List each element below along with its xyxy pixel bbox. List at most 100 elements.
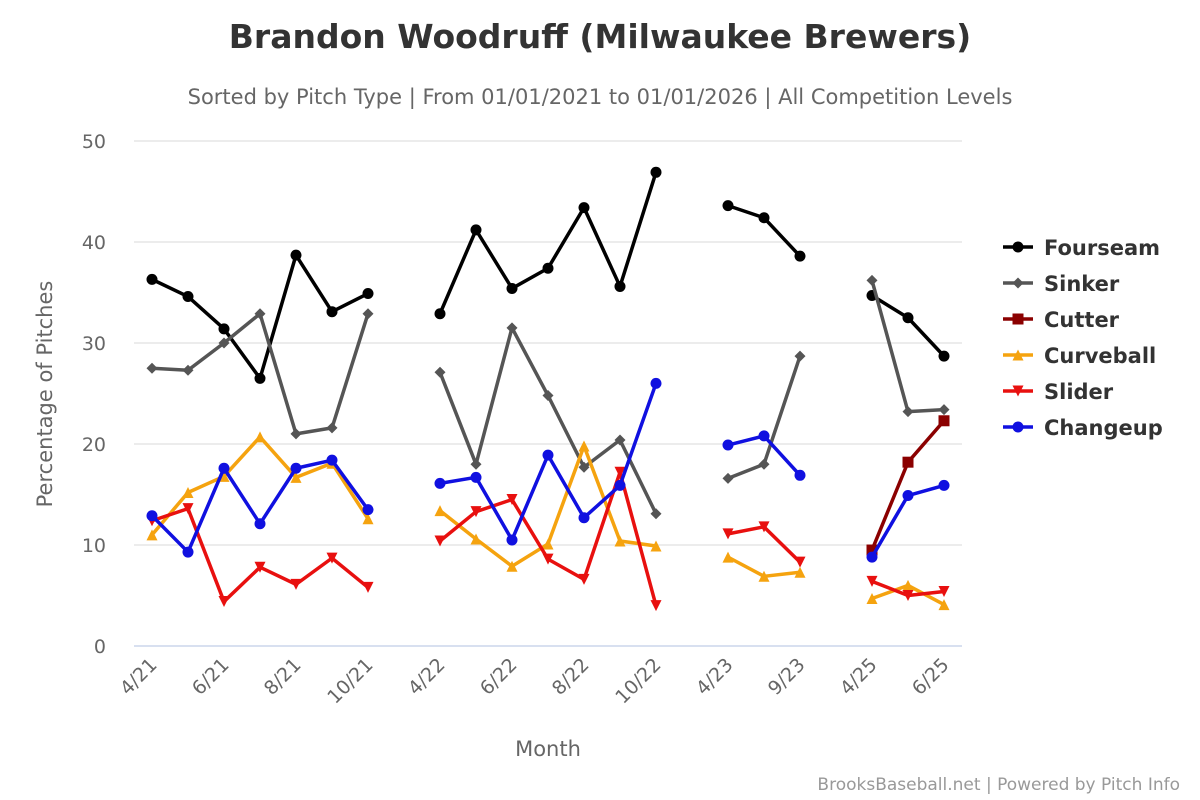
changeup-point (758, 430, 770, 442)
sinker-point (218, 337, 230, 349)
series-fourseam (146, 166, 950, 384)
legend-label: Fourseam (1044, 236, 1160, 260)
legend-marker (1012, 277, 1024, 289)
slider-point (758, 521, 770, 533)
sinker-point (542, 390, 554, 402)
legend-label: Cutter (1044, 308, 1120, 332)
legend-label: Changeup (1044, 416, 1163, 440)
fourseam-point (938, 350, 950, 362)
sinker-point (326, 422, 338, 434)
changeup-point (506, 534, 518, 546)
legend-marker (1012, 241, 1024, 253)
fourseam-point (578, 202, 590, 214)
sinker-point (146, 362, 158, 374)
y-tick-label: 40 (82, 232, 106, 254)
slider-point (542, 553, 554, 565)
curveball-point (902, 579, 914, 591)
curveball-point (254, 431, 266, 443)
cutter-line (870, 419, 946, 551)
fourseam-point (290, 249, 302, 261)
changeup-point (146, 510, 158, 522)
x-tick-label: 8/22 (548, 654, 594, 700)
curveball-point (506, 560, 518, 572)
curveball-point (866, 593, 878, 605)
changeup-point (794, 469, 806, 481)
y-tick-label: 30 (82, 333, 106, 355)
fourseam-point (902, 312, 914, 324)
legend-item-curveball[interactable]: Curveball (1003, 344, 1156, 368)
legend-label: Slider (1044, 380, 1114, 404)
sinker-point (722, 472, 734, 484)
changeup-point (434, 477, 446, 489)
slider-point (182, 503, 194, 515)
curveball-point (578, 440, 590, 452)
series-sinker (146, 274, 950, 520)
changeup-point (578, 512, 590, 524)
sinker-point (758, 458, 770, 470)
x-tick-label: 4/25 (836, 654, 882, 700)
x-tick-label: 8/21 (260, 654, 306, 700)
curveball-point (614, 535, 626, 547)
fourseam-point (254, 372, 266, 384)
legend-marker (1012, 313, 1024, 325)
x-axis-label: Month (515, 737, 581, 761)
curveball-point (362, 513, 374, 525)
legend-marker (1012, 421, 1024, 433)
legend-item-cutter[interactable]: Cutter (1003, 308, 1120, 332)
x-tick-label: 10/21 (323, 654, 377, 708)
changeup-point (722, 439, 734, 451)
legend-item-sinker[interactable]: Sinker (1003, 272, 1120, 296)
x-tick-label: 9/23 (764, 654, 810, 700)
x-tick-label: 4/21 (116, 654, 162, 700)
fourseam-point (218, 323, 230, 335)
x-tick-label: 6/22 (476, 654, 522, 700)
curveball-line (150, 435, 945, 607)
changeup-point (290, 462, 302, 474)
x-tick-label: 6/21 (188, 654, 234, 700)
changeup-point (938, 479, 950, 491)
x-tick-label: 4/22 (404, 654, 450, 700)
sinker-point (290, 428, 302, 440)
curveball-point (290, 471, 302, 483)
legend-label: Curveball (1044, 344, 1156, 368)
slider-point (902, 590, 914, 601)
sinker-point (506, 322, 518, 334)
curveball-point (434, 505, 446, 517)
series-changeup (146, 377, 950, 563)
series-cutter (866, 415, 950, 556)
legend-item-slider[interactable]: Slider (1003, 380, 1114, 404)
curveball-point (470, 533, 482, 545)
fourseam-point (182, 291, 194, 303)
x-tick-label: 10/22 (611, 654, 665, 708)
slider-point (506, 494, 518, 506)
legend-marker (1012, 349, 1024, 361)
changeup-line (150, 382, 945, 559)
slider-point (326, 552, 338, 564)
slider-point (722, 528, 734, 540)
curveball-point (542, 538, 554, 550)
sinker-point (434, 366, 446, 378)
x-tick-label: 6/25 (908, 654, 954, 700)
credit-text: BrooksBaseball.net | Powered by Pitch In… (817, 775, 1180, 795)
slider-point (578, 573, 590, 585)
chart-subtitle: Sorted by Pitch Type | From 01/01/2021 t… (188, 85, 1013, 110)
y-tick-label: 0 (94, 636, 106, 658)
changeup-point (254, 518, 266, 530)
fourseam-point (470, 224, 482, 236)
sinker-point (938, 404, 950, 416)
changeup-point (362, 504, 374, 516)
changeup-point (866, 551, 878, 563)
legend-item-fourseam[interactable]: Fourseam (1003, 236, 1160, 260)
legend-item-changeup[interactable]: Changeup (1003, 416, 1163, 440)
chart-title: Brandon Woodruff (Milwaukee Brewers) (229, 17, 971, 56)
fourseam-point (650, 166, 662, 178)
fourseam-point (362, 288, 374, 300)
cutter-point (866, 544, 878, 556)
x-tick-label: 4/23 (692, 654, 738, 700)
fourseam-point (614, 280, 626, 292)
slider-point (290, 578, 302, 590)
changeup-point (650, 377, 662, 389)
sinker-point (578, 461, 590, 473)
legend-marker (1012, 385, 1024, 397)
